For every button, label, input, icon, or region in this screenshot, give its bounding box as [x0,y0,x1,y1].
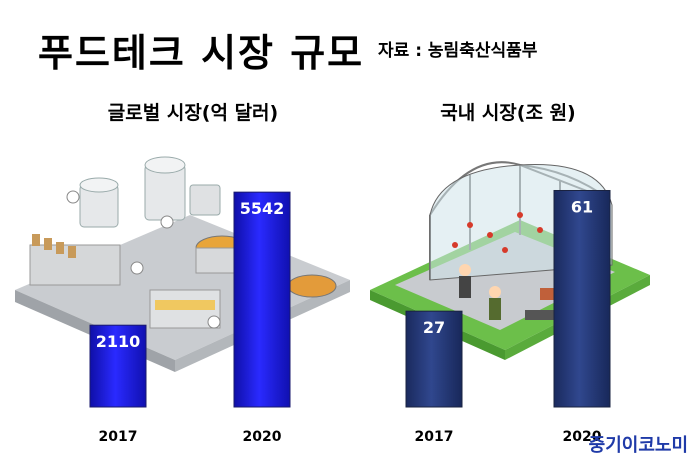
food-factory-illustration [15,156,350,372]
bar-domestic-2020 [553,189,611,408]
bar-global-2017 [89,324,147,408]
tick-label-domestic-2017: 2017 [415,429,454,445]
bar-domestic-2017 [405,310,463,408]
domestic-chart-title: 국내 시장(조 원) [440,102,576,124]
tick-label-domestic-2020: 2020 [563,429,602,445]
page-title: 푸드테크 시장 규모 [38,31,365,75]
publisher-logo: 중기이코노미 [588,435,688,456]
data-label-domestic-2020: 61 [571,197,593,216]
tick-label-global-2020: 2020 [243,429,282,445]
data-label-global-2020: 5542 [240,199,285,218]
global-chart-title: 글로벌 시장(억 달러) [107,102,279,124]
bar-global-2020 [233,191,291,408]
data-label-global-2017: 2110 [96,332,141,351]
tick-label-global-2017: 2017 [99,429,138,445]
source-note: 자료 : 농림축산식품부 [378,41,538,61]
data-label-domestic-2017: 27 [423,318,445,337]
